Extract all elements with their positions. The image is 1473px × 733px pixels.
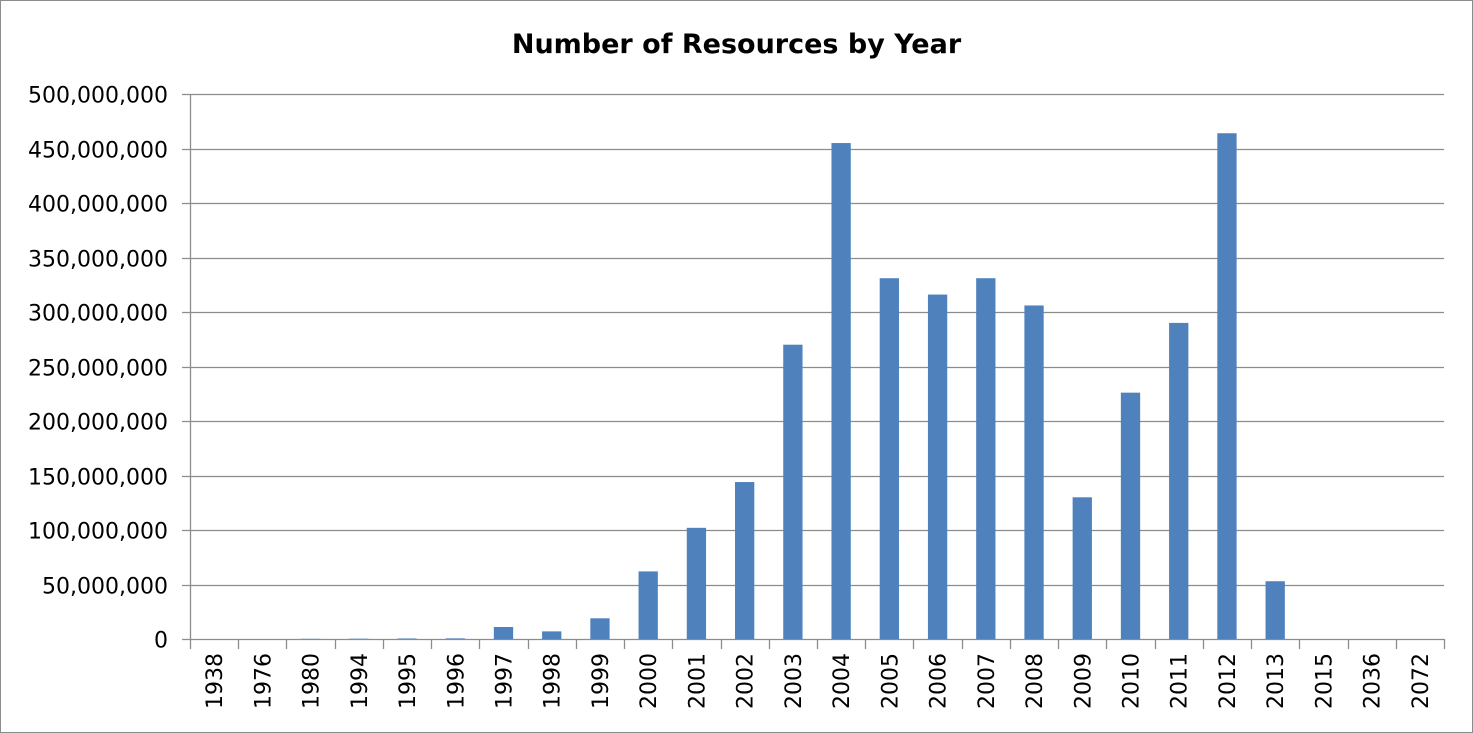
bar — [590, 618, 610, 639]
x-tick-label: 1995 — [396, 653, 421, 709]
bar — [783, 344, 803, 639]
y-tick-label: 0 — [154, 629, 168, 654]
x-tick-label: 1997 — [493, 653, 518, 709]
bar — [879, 278, 899, 639]
x-tick-label: 1996 — [444, 653, 469, 709]
bar — [1217, 133, 1237, 640]
x-tick-label: 1980 — [300, 653, 325, 709]
bar — [831, 143, 851, 640]
x-tick-label: 2006 — [927, 653, 952, 709]
y-tick-label: 200,000,000 — [28, 411, 168, 436]
bar — [927, 294, 948, 639]
y-tick-label: 150,000,000 — [28, 466, 168, 491]
x-tick-label: 2004 — [830, 653, 855, 709]
x-tick-label: 2007 — [975, 653, 1000, 709]
bar — [445, 638, 465, 639]
x-tick-label: 2015 — [1312, 653, 1337, 709]
bar — [638, 571, 658, 639]
x-tick-label: 1994 — [348, 653, 373, 709]
bar — [976, 278, 996, 639]
x-tick-label: 2008 — [1023, 653, 1048, 709]
x-tick-label: 2002 — [734, 653, 759, 709]
bar — [1072, 497, 1092, 639]
x-tick-label: 2001 — [685, 653, 710, 709]
y-tick-label: 350,000,000 — [28, 248, 168, 273]
y-tick-label: 100,000,000 — [28, 520, 168, 545]
y-tick-label: 400,000,000 — [28, 193, 168, 218]
bar — [397, 638, 417, 639]
y-tick-label: 250,000,000 — [28, 357, 168, 382]
y-tick-label: 500,000,000 — [28, 84, 168, 109]
x-tick-label: 2011 — [1168, 653, 1193, 709]
chart-title: Number of Resources by Year — [511, 29, 962, 60]
x-tick-label: 2012 — [1216, 653, 1241, 709]
bar — [542, 631, 562, 639]
x-tick-label: 2009 — [1071, 653, 1096, 709]
x-tick-label: 2013 — [1264, 653, 1289, 709]
x-tick-label: 2005 — [878, 653, 903, 709]
bar — [735, 482, 755, 639]
bar — [1024, 305, 1044, 639]
bar — [686, 527, 707, 639]
x-tick-label: 2036 — [1361, 653, 1386, 709]
x-tick-label: 2000 — [637, 653, 662, 709]
bar — [1169, 322, 1189, 639]
x-tick-label: 2003 — [782, 653, 807, 709]
x-tick-label: 1976 — [251, 653, 276, 709]
y-tick-label: 50,000,000 — [42, 575, 168, 600]
x-tick-label: 1999 — [589, 653, 614, 709]
x-tick-label: 2010 — [1120, 653, 1145, 709]
x-tick-label: 2072 — [1409, 653, 1434, 709]
y-tick-label: 450,000,000 — [28, 139, 168, 164]
x-tick-label: 1998 — [541, 653, 566, 709]
bar — [1120, 392, 1141, 639]
x-tick-label: 1938 — [203, 653, 228, 709]
y-tick-label: 300,000,000 — [28, 302, 168, 327]
bar — [493, 627, 514, 639]
bar — [1265, 581, 1285, 639]
